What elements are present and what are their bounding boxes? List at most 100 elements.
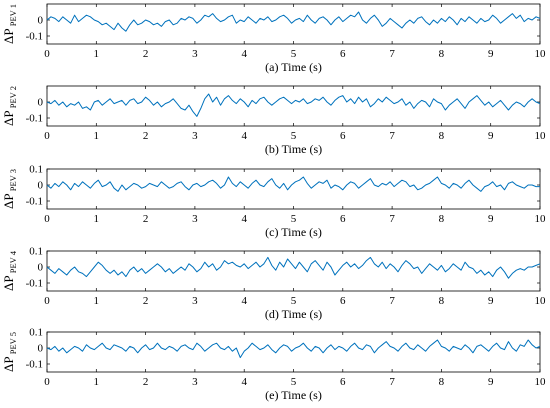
x-tick-label: 8 — [439, 295, 445, 307]
x-tick-label: 2 — [143, 130, 149, 142]
panel-caption: (a) Time (s) — [265, 60, 322, 74]
plot-frame — [46, 168, 541, 210]
y-tick-label: 0 — [38, 97, 44, 109]
panel-caption: (e) Time (s) — [265, 388, 322, 402]
x-tick-label: 1 — [94, 295, 100, 307]
x-tick-label: 5 — [291, 48, 297, 60]
x-tick-label: 2 — [143, 295, 149, 307]
series-line-pev4 — [46, 256, 541, 279]
x-tick-label: 1 — [94, 376, 100, 388]
x-tick-label: 6 — [340, 130, 346, 142]
panel-pev1: 0 1 2 3 4 5 6 7 8 9 100-0.1ΔP PEV 1(a) Time (s) — [1, 3, 547, 74]
x-tick-label: 9 — [488, 295, 494, 307]
x-tick-label: 5 — [291, 213, 297, 225]
y-axis-label-subscript: PEV 2 — [8, 86, 18, 110]
plot-frame — [46, 331, 541, 373]
y-tick-label: 0 — [38, 343, 44, 355]
y-axis-label: ΔP PEV 2 — [1, 86, 18, 126]
x-tick-label: 4 — [241, 376, 247, 388]
panel-pev3: 0 1 2 3 4 5 6 7 8 9 100.10-0.1ΔP PEV 3(c) Time (s) — [1, 164, 546, 240]
x-tick-label: 2 — [143, 48, 149, 60]
x-tick-label: 10 — [535, 213, 547, 225]
y-tick-label: -0.1 — [26, 359, 43, 371]
x-tick-label: 6 — [340, 213, 346, 225]
x-tick-label: 0 — [44, 376, 50, 388]
y-tick-label: -0.1 — [26, 31, 43, 43]
x-tick-label: 3 — [192, 48, 198, 60]
x-tick-label: 6 — [340, 376, 346, 388]
x-tick-label: 3 — [192, 295, 198, 307]
x-tick-label: 1 — [94, 130, 100, 142]
x-tick-label: 6 — [340, 48, 346, 60]
x-tick-label: 8 — [439, 213, 445, 225]
y-axis-label-main: ΔP — [1, 193, 16, 209]
x-tick-label: 1 — [94, 48, 100, 60]
y-axis-label-main: ΔP — [1, 110, 16, 126]
x-tick-label: 6 — [340, 295, 346, 307]
y-tick-label: -0.1 — [26, 196, 43, 208]
panel-pev4: 0 1 2 3 4 5 6 7 8 9 100.10-0.1ΔP PEV 4(d) Time (s) — [1, 246, 546, 322]
x-tick-label: 7 — [389, 295, 395, 307]
x-tick-label: 3 — [192, 130, 198, 142]
y-tick-label: 0 — [38, 262, 44, 274]
x-tick-label: 7 — [389, 130, 395, 142]
x-tick-label: 8 — [439, 48, 445, 60]
y-axis-label: ΔP PEV 5 — [1, 332, 18, 372]
x-tick-label: 10 — [535, 130, 547, 142]
y-axis-label-subscript: PEV 5 — [8, 332, 18, 356]
x-tick-label: 10 — [535, 48, 547, 60]
x-tick-label: 7 — [389, 376, 395, 388]
x-tick-label: 10 — [535, 295, 547, 307]
series-line-pev1 — [46, 11, 541, 32]
y-axis-label: ΔP PEV 1 — [1, 4, 18, 44]
y-tick-label: -0.1 — [26, 278, 43, 290]
x-tick-label: 0 — [44, 48, 50, 60]
y-tick-label: 0 — [38, 180, 44, 192]
x-tick-label: 3 — [192, 213, 198, 225]
panel-caption: (d) Time (s) — [265, 307, 322, 321]
y-axis-label-subscript: PEV 1 — [8, 4, 18, 28]
y-tick-label: 0.1 — [29, 246, 43, 258]
x-tick-label: 0 — [44, 213, 50, 225]
x-tick-label: 8 — [439, 130, 445, 142]
y-axis-label-subscript: PEV 3 — [8, 169, 18, 193]
x-tick-label: 4 — [241, 295, 247, 307]
x-tick-label: 7 — [389, 48, 395, 60]
panel-caption: (c) Time (s) — [265, 225, 322, 239]
x-tick-label: 5 — [291, 295, 297, 307]
x-tick-label: 8 — [439, 376, 445, 388]
x-tick-label: 5 — [291, 130, 297, 142]
panel-pev5: 0 1 2 3 4 5 6 7 8 9 100.10-0.1ΔP PEV 5(e) Time (s) — [1, 327, 546, 403]
series-line-pev3 — [46, 176, 540, 192]
x-tick-label: 9 — [488, 130, 494, 142]
panel-caption: (b) Time (s) — [265, 142, 322, 156]
y-axis-label-main: ΔP — [1, 356, 16, 372]
x-tick-label: 9 — [488, 213, 494, 225]
x-tick-label: 4 — [241, 48, 247, 60]
y-axis-label-main: ΔP — [1, 275, 16, 291]
plot-frame — [46, 250, 541, 292]
x-tick-label: 7 — [389, 213, 395, 225]
x-tick-label: 2 — [143, 213, 149, 225]
series-line-pev5 — [46, 339, 541, 359]
series-line-pev2 — [46, 93, 541, 117]
x-tick-label: 0 — [44, 130, 50, 142]
y-tick-label: 0.1 — [29, 164, 43, 176]
x-tick-label: 3 — [192, 376, 198, 388]
x-tick-label: 4 — [241, 213, 247, 225]
x-tick-label: 10 — [535, 376, 547, 388]
y-tick-label: -0.1 — [26, 113, 43, 125]
y-axis-label: ΔP PEV 3 — [1, 169, 18, 209]
y-axis-label-subscript: PEV 4 — [8, 250, 18, 275]
panel-pev2: 0 1 2 3 4 5 6 7 8 9 100-0.1ΔP PEV 2(b) Time (s) — [1, 85, 547, 156]
x-tick-label: 2 — [143, 376, 149, 388]
x-tick-label: 1 — [94, 213, 100, 225]
x-tick-label: 9 — [488, 48, 494, 60]
plot-frame — [46, 3, 541, 45]
y-tick-label: 0.1 — [29, 327, 43, 339]
y-axis-label-main: ΔP — [1, 28, 16, 44]
x-tick-label: 4 — [241, 130, 247, 142]
x-tick-label: 0 — [44, 295, 50, 307]
y-tick-label: 0 — [38, 15, 44, 27]
